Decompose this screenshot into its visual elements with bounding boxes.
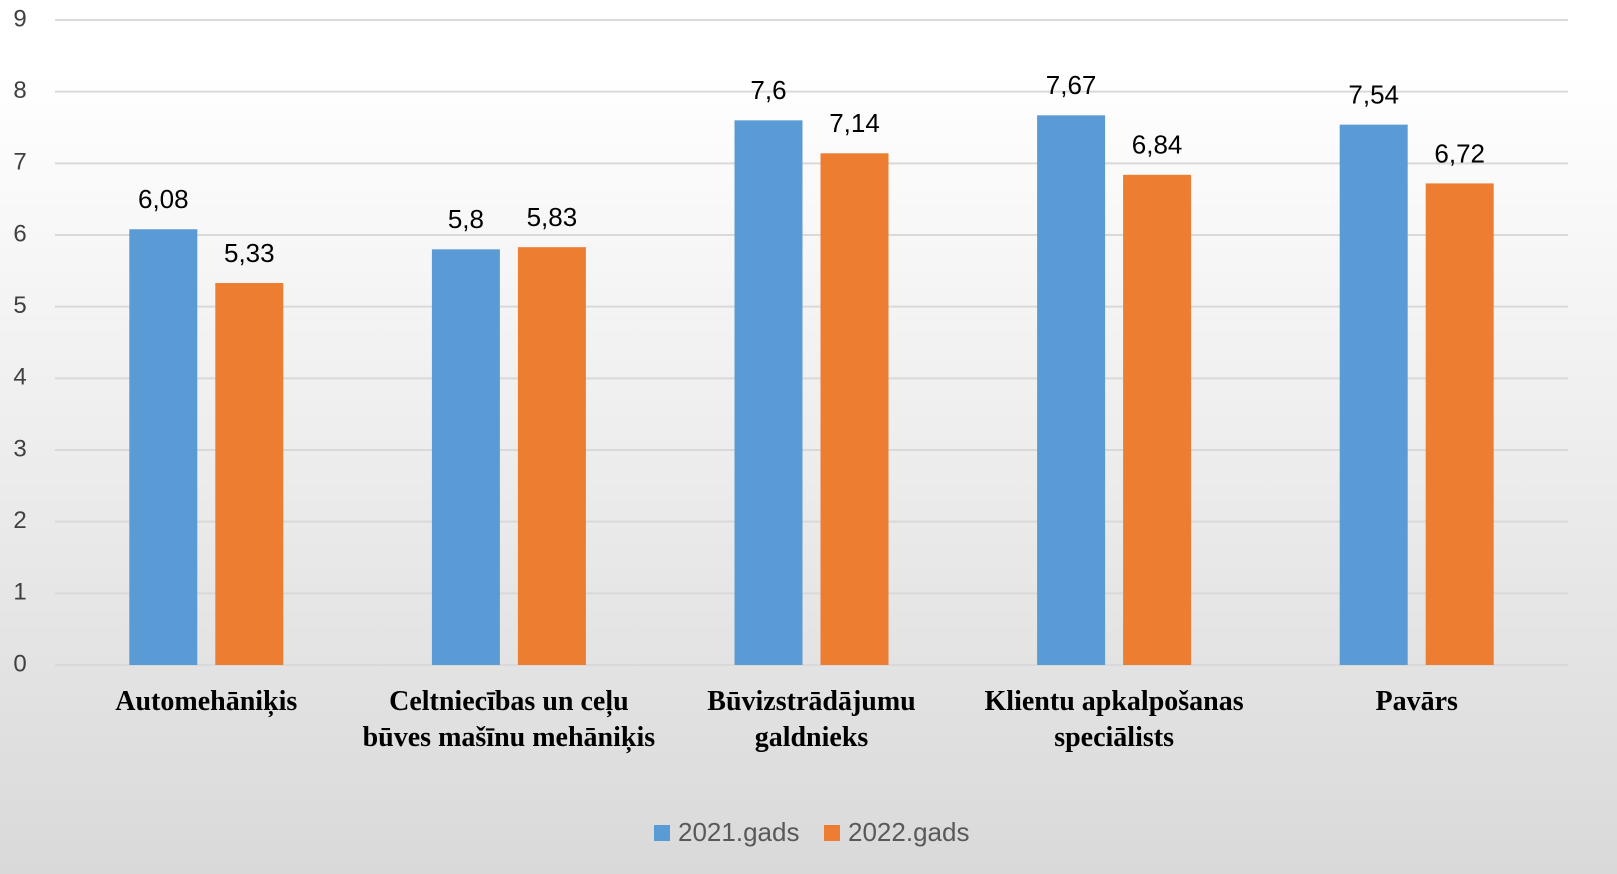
y-tick-label: 6 (13, 220, 26, 247)
x-tick-label: Būvizstrādājumu galdnieks (707, 686, 916, 753)
legend-label: 2022.gads (848, 817, 969, 847)
bar (820, 153, 889, 666)
data-label: 6,84 (1132, 130, 1183, 160)
bar (431, 249, 500, 666)
y-tick-label: 7 (13, 149, 26, 176)
y-tick-label: 2 (13, 507, 26, 534)
bar (517, 247, 586, 665)
y-tick-label: 5 (13, 292, 26, 319)
bar (1037, 115, 1106, 666)
data-label: 5,83 (527, 202, 578, 232)
data-label: 5,33 (224, 238, 275, 268)
y-tick-label: 3 (13, 435, 26, 462)
y-tick-label: 0 (13, 650, 26, 677)
legend-swatch (824, 825, 840, 841)
legend-label: 2021.gads (678, 817, 799, 847)
y-tick-label: 4 (13, 364, 26, 391)
legend-swatch (654, 825, 670, 841)
x-tick-label: Automehāniķis (115, 686, 298, 717)
data-label: 5,8 (448, 204, 484, 234)
bar (734, 120, 803, 666)
bar (1339, 124, 1408, 666)
y-tick-label: 9 (13, 5, 26, 32)
data-label: 7,54 (1348, 80, 1399, 110)
x-tick-label: Klientu apkalpošanas speciālists (984, 686, 1244, 753)
bar (215, 283, 284, 665)
data-label: 6,72 (1434, 138, 1485, 168)
data-label: 7,6 (750, 75, 786, 105)
y-tick-label: 1 (13, 579, 26, 606)
x-tick-label: Pavārs (1375, 686, 1458, 717)
x-tick-label: Celtniecības un ceļu būves mašīnu mehāni… (362, 686, 656, 753)
bar (129, 229, 198, 665)
bar (1425, 183, 1494, 665)
data-label: 7,67 (1046, 70, 1097, 100)
y-tick-label: 8 (13, 77, 26, 104)
data-label: 7,14 (829, 108, 880, 138)
data-label: 6,08 (138, 184, 189, 214)
bar (1123, 174, 1192, 666)
